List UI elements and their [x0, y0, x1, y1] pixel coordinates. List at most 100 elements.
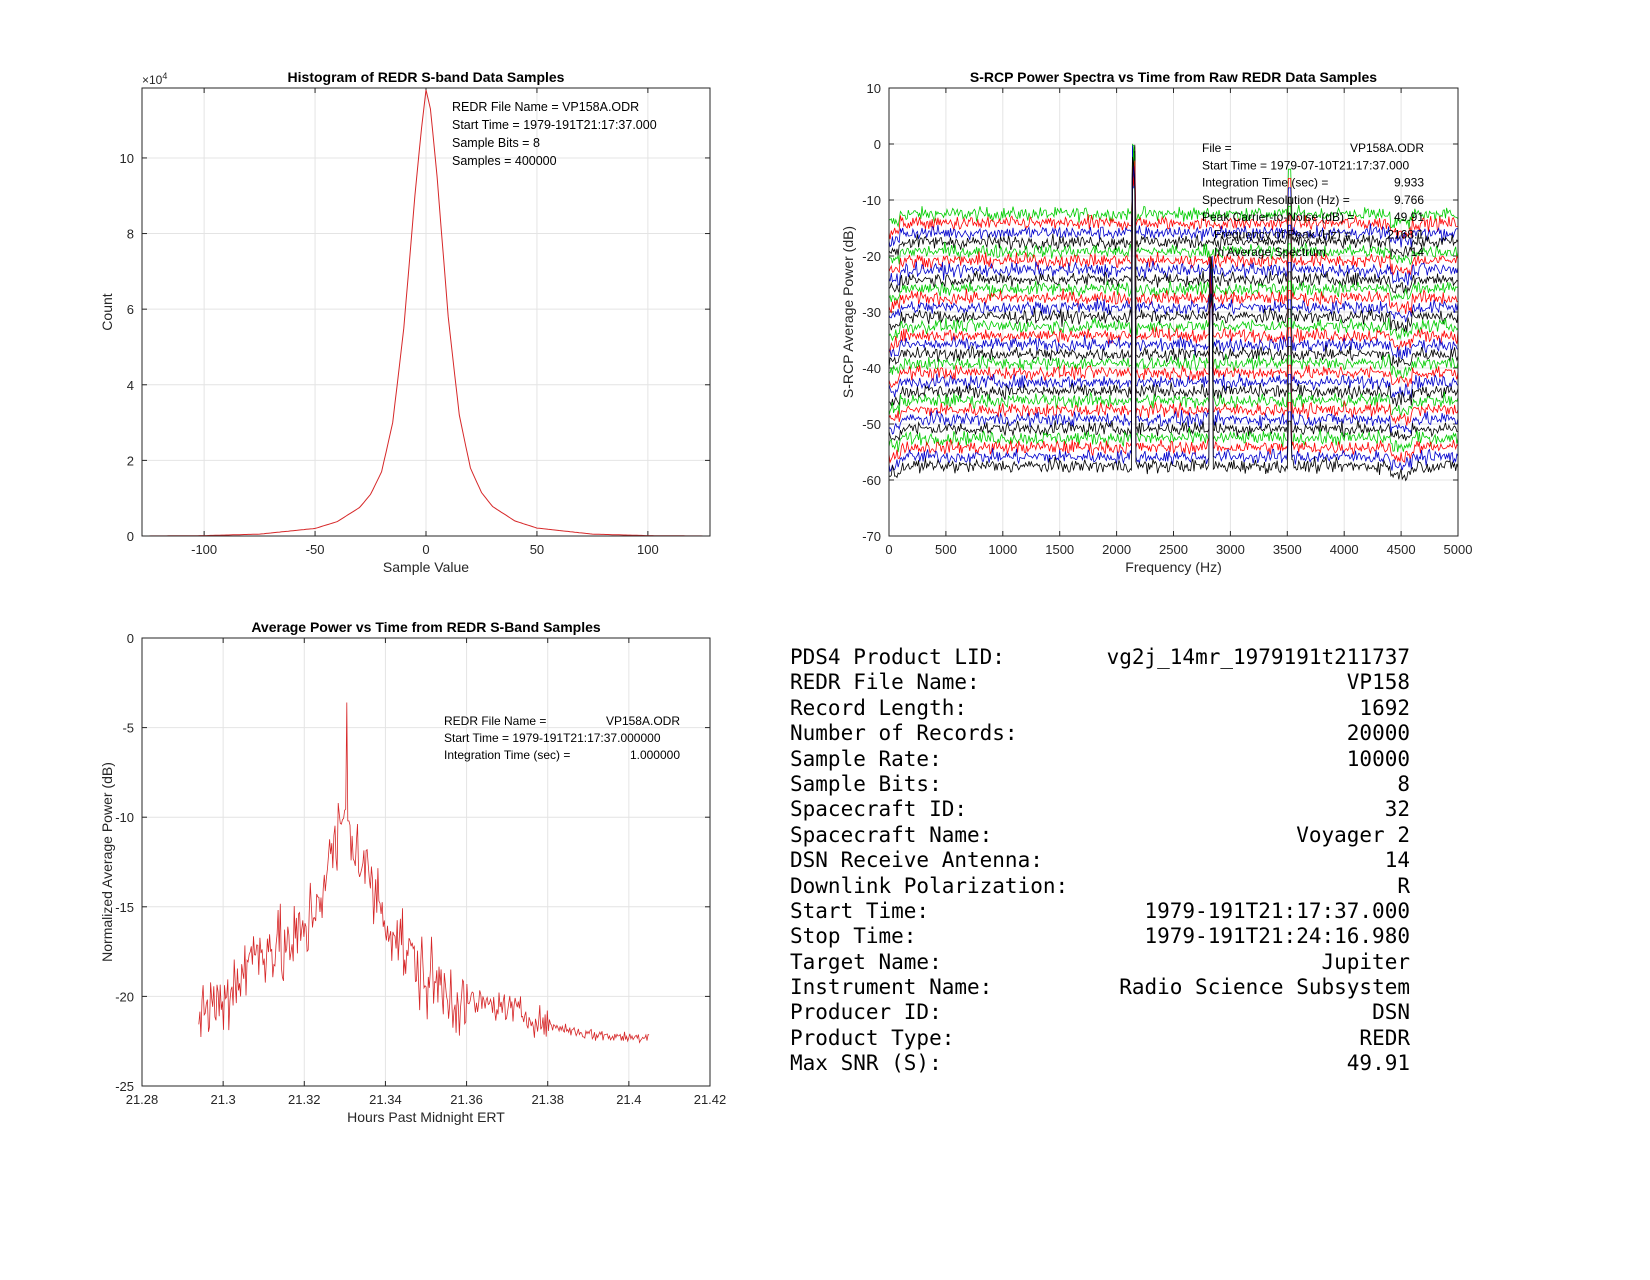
x-tick-label: 21.38	[531, 1092, 564, 1107]
summary-row: Downlink Polarization: R	[790, 874, 1410, 899]
spectrum-line	[888, 155, 1459, 353]
y-tick-label: 4	[127, 378, 134, 393]
summary-label: Sample Bits:	[790, 771, 942, 796]
y-tick-label: -60	[862, 473, 881, 488]
spectrum-line	[888, 156, 1459, 323]
x-tick-label: 2000	[1102, 542, 1131, 557]
y-tick-label: 2	[127, 453, 134, 468]
summary-row: Spacecraft Name: Voyager 2	[790, 823, 1410, 848]
summary-value: Jupiter	[1321, 949, 1410, 974]
annotation-value: 1.000000	[630, 748, 680, 762]
annotation-label: Start Time = 1979-191T21:17:37.000000	[444, 731, 661, 745]
summary-row: Spacecraft ID: 32	[790, 797, 1410, 822]
x-tick-label: 21.28	[126, 1092, 159, 1107]
axes-frame	[888, 87, 1459, 537]
summary-value: 20000	[1346, 721, 1410, 746]
spectrum-line	[888, 145, 1459, 435]
x-tick-label: 21.3	[210, 1092, 235, 1107]
spectrum-line	[888, 160, 1459, 464]
summary-row: Product Type: REDR	[790, 1026, 1410, 1051]
y-tick-label: -70	[862, 529, 881, 544]
y-exponent-label: ×104	[142, 71, 167, 87]
summary-value: DSN	[1372, 1000, 1410, 1025]
summary-label: Start Time:	[790, 898, 930, 923]
summary-label: Number of Records:	[790, 721, 1018, 746]
spectrum-line	[888, 148, 1459, 295]
annotation-line: Sample Bits = 8	[452, 136, 540, 150]
summary-value: VP158	[1346, 670, 1410, 695]
spectrum-line	[888, 164, 1459, 426]
x-tick-label: 500	[935, 542, 957, 557]
x-tick-label: 21.34	[369, 1092, 402, 1107]
summary-table: PDS4 Product LID: vg2j_14mr_1979191t21173…	[790, 645, 1410, 1077]
spectrum-line	[888, 171, 1459, 266]
annotation-label: In Average Spectrum	[1202, 245, 1326, 259]
summary-row: Sample Rate: 10000	[790, 747, 1410, 772]
spectrum-line	[888, 162, 1459, 286]
y-tick-label: -25	[115, 1079, 134, 1094]
annotation-value: 14	[1411, 245, 1425, 259]
spectrum-line	[888, 146, 1459, 453]
summary-value: 1979-191T21:24:16.980	[1144, 924, 1410, 949]
y-tick-label: -15	[115, 900, 134, 915]
annotation-label: Integration Time (sec) =	[444, 748, 570, 762]
summary-row: Instrument Name: Radio Science Subsystem	[790, 975, 1410, 1000]
summary-label: Sample Rate:	[790, 746, 942, 771]
x-tick-label: 2500	[1159, 542, 1188, 557]
summary-label: Max SNR (S):	[790, 1051, 942, 1076]
spectrum-line	[888, 159, 1459, 304]
annotation-value: 49.91	[1394, 210, 1424, 224]
y-exponent: 4	[162, 71, 167, 81]
summary-label: Spacecraft ID:	[790, 797, 968, 822]
spectrum-line	[888, 146, 1459, 314]
x-axis-label: Hours Past Midnight ERT	[347, 1109, 505, 1125]
y-tick-label: -20	[862, 249, 881, 264]
power-line	[198, 702, 650, 1044]
summary-label: Product Type:	[790, 1025, 955, 1050]
axes-frame	[141, 637, 711, 1087]
summary-row: Producer ID: DSN	[790, 1000, 1410, 1025]
summary-value: 49.91	[1346, 1051, 1410, 1076]
x-tick-label: 4500	[1387, 542, 1416, 557]
x-axis-label: Frequency (Hz)	[1125, 559, 1221, 575]
x-tick-label: 50	[530, 542, 544, 557]
annotation-label: File =	[1202, 141, 1232, 155]
summary-row: Max SNR (S): 49.91	[790, 1051, 1410, 1076]
y-tick-label: 10	[867, 81, 881, 96]
annotation-line: Start Time = 1979-191T21:17:37.000	[452, 118, 657, 132]
spectrum-line	[888, 150, 1459, 441]
y-tick-label: -40	[862, 361, 881, 376]
annotation-line: REDR File Name = VP158A.ODR	[452, 100, 639, 114]
summary-row: Sample Bits: 8	[790, 772, 1410, 797]
summary-row: REDR File Name: VP158	[790, 670, 1410, 695]
summary-row: Target Name: Jupiter	[790, 950, 1410, 975]
summary-label: DSN Receive Antenna:	[790, 848, 1043, 873]
summary-value: 1979-191T21:17:37.000	[1144, 898, 1410, 923]
annotation-label: Spectrum Resolution (Hz) =	[1202, 193, 1350, 207]
summary-label: Downlink Polarization:	[790, 873, 1069, 898]
axes-frame	[141, 87, 711, 537]
y-axis-label: Normalized Average Power (dB)	[99, 762, 115, 962]
summary-value: 8	[1397, 771, 1410, 796]
summary-value: vg2j_14mr_1979191t211737	[1106, 645, 1410, 669]
summary-value: Voyager 2	[1296, 822, 1410, 847]
spectrum-line	[888, 165, 1459, 473]
annotation-label: Frequency of Peak (Hz) =	[1202, 228, 1351, 242]
summary-label: PDS4 Product LID:	[790, 645, 1005, 669]
annotation-value: 2168.1	[1387, 228, 1424, 242]
x-tick-label: 100	[637, 542, 659, 557]
x-tick-label: 1000	[988, 542, 1017, 557]
summary-label: Instrument Name:	[790, 975, 993, 1000]
y-tick-label: -10	[115, 810, 134, 825]
summary-row: Stop Time: 1979-191T21:24:16.980	[790, 924, 1410, 949]
summary-row: DSN Receive Antenna: 14	[790, 848, 1410, 873]
y-tick-label: 0	[874, 137, 881, 152]
summary-label: Record Length:	[790, 695, 968, 720]
x-tick-label: 3500	[1273, 542, 1302, 557]
summary-row: Record Length: 1692	[790, 696, 1410, 721]
spectrum-line	[888, 171, 1459, 248]
x-tick-label: 1500	[1045, 542, 1074, 557]
summary-label: REDR File Name:	[790, 670, 980, 695]
x-tick-label: 21.4	[616, 1092, 641, 1107]
